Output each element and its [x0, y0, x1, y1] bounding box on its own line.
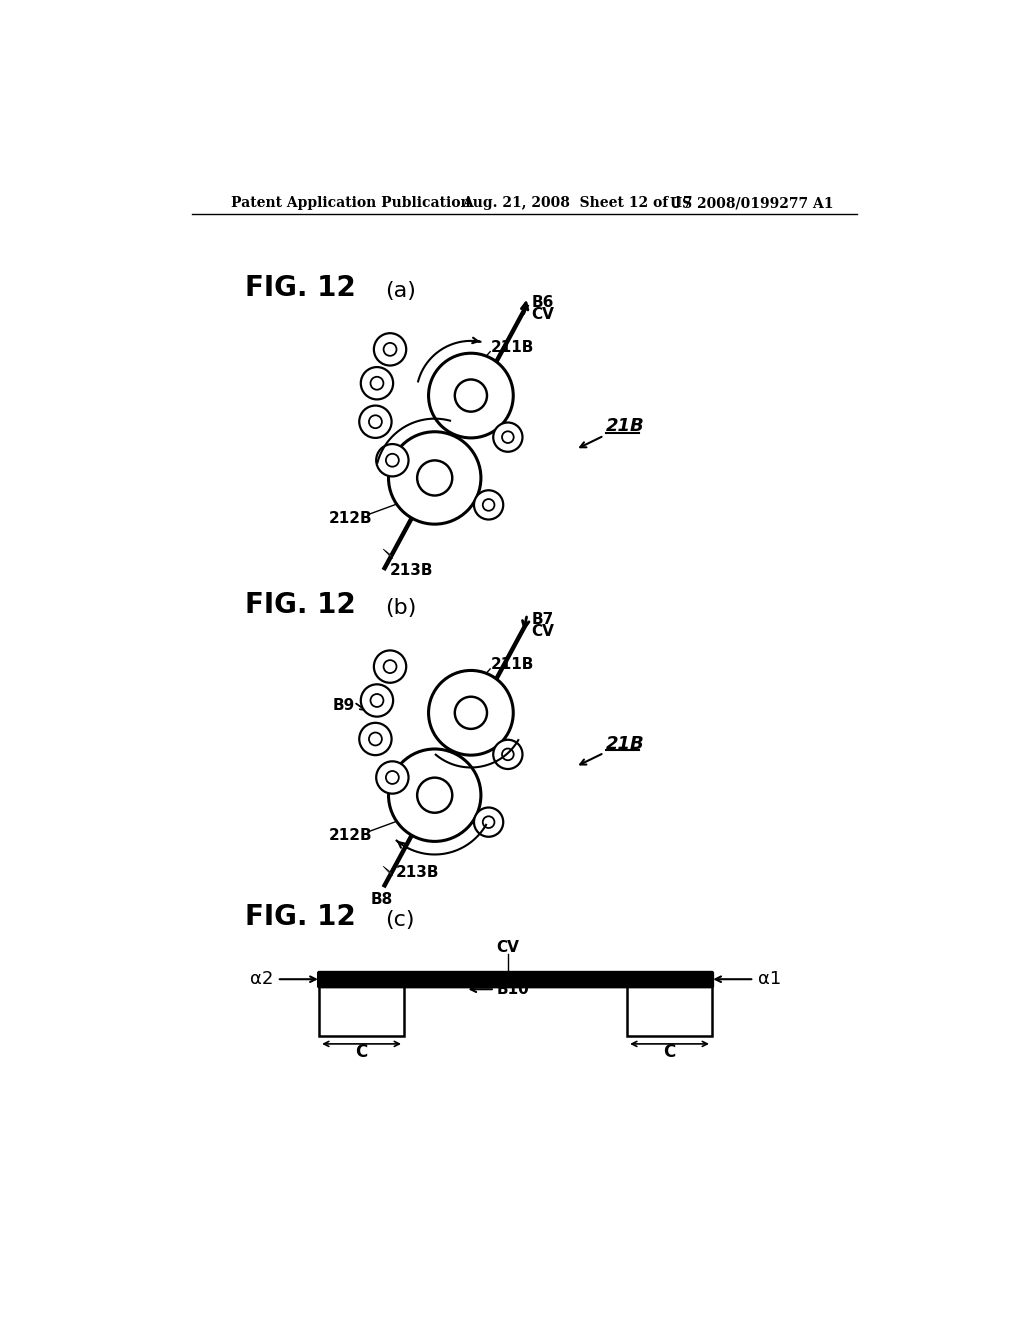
Circle shape — [384, 660, 396, 673]
Circle shape — [376, 762, 409, 793]
FancyBboxPatch shape — [317, 972, 714, 987]
Circle shape — [374, 333, 407, 366]
Circle shape — [384, 343, 396, 356]
Text: (a): (a) — [385, 281, 416, 301]
Circle shape — [386, 771, 398, 784]
Circle shape — [376, 444, 409, 477]
Text: 212B: 212B — [330, 511, 373, 527]
Bar — [628, 986, 712, 1036]
Circle shape — [494, 739, 522, 770]
Text: Aug. 21, 2008  Sheet 12 of 17: Aug. 21, 2008 Sheet 12 of 17 — [462, 197, 692, 210]
Text: α2: α2 — [250, 970, 273, 989]
Circle shape — [374, 651, 407, 682]
Circle shape — [359, 723, 391, 755]
Circle shape — [369, 733, 382, 746]
Text: B10: B10 — [497, 982, 529, 997]
Circle shape — [388, 748, 481, 841]
Text: (c): (c) — [385, 909, 414, 929]
Text: B6: B6 — [531, 294, 554, 310]
Text: FIG. 12: FIG. 12 — [245, 591, 355, 619]
Text: C: C — [664, 1043, 676, 1060]
Circle shape — [359, 405, 391, 438]
Circle shape — [417, 777, 453, 813]
Text: 211B: 211B — [490, 657, 535, 672]
Circle shape — [455, 697, 487, 729]
Text: 21B: 21B — [605, 735, 644, 752]
Circle shape — [474, 808, 503, 837]
Text: B8: B8 — [371, 891, 393, 907]
Circle shape — [502, 748, 514, 760]
Circle shape — [371, 376, 383, 389]
Text: 213B: 213B — [389, 562, 433, 578]
Text: 21B: 21B — [605, 417, 644, 436]
Circle shape — [429, 354, 513, 438]
Text: FIG. 12: FIG. 12 — [245, 273, 355, 302]
Bar — [319, 986, 403, 1036]
Circle shape — [386, 454, 398, 467]
Circle shape — [482, 816, 495, 828]
Text: C: C — [355, 1043, 368, 1060]
Circle shape — [482, 499, 495, 511]
Text: α1: α1 — [758, 970, 781, 989]
Circle shape — [429, 671, 513, 755]
Text: CV: CV — [497, 940, 519, 956]
Text: FIG. 12: FIG. 12 — [245, 903, 355, 931]
Circle shape — [494, 422, 522, 451]
Circle shape — [417, 461, 453, 495]
Circle shape — [360, 684, 393, 717]
Text: (b): (b) — [385, 598, 416, 618]
Text: CV: CV — [531, 624, 555, 639]
Text: B9: B9 — [333, 697, 354, 713]
Circle shape — [502, 432, 514, 444]
Text: Patent Application Publication: Patent Application Publication — [230, 197, 470, 210]
Circle shape — [360, 367, 393, 400]
Text: 213B: 213B — [396, 865, 439, 879]
Text: 211B: 211B — [490, 339, 535, 355]
Polygon shape — [383, 549, 392, 558]
Text: CV: CV — [531, 308, 555, 322]
Circle shape — [388, 432, 481, 524]
Circle shape — [455, 379, 487, 412]
Circle shape — [474, 490, 503, 520]
Text: 212B: 212B — [330, 829, 373, 843]
Text: US 2008/0199277 A1: US 2008/0199277 A1 — [670, 197, 834, 210]
Circle shape — [369, 416, 382, 428]
Circle shape — [371, 694, 383, 708]
Polygon shape — [383, 866, 392, 876]
Text: B7: B7 — [531, 612, 554, 627]
